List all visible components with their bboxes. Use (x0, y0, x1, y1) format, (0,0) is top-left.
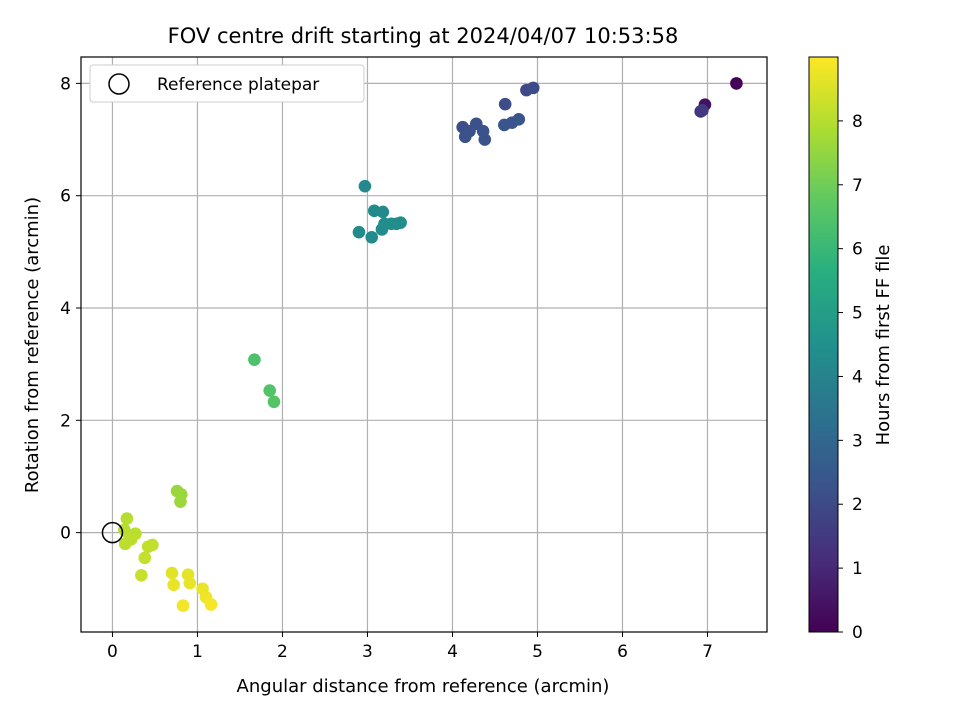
y-tick-label: 2 (60, 411, 71, 431)
data-point (167, 578, 180, 592)
colorbar-tick-label: 2 (852, 495, 863, 515)
legend-reference-marker (108, 73, 130, 95)
y-ticks: 0 2 4 6 8 (60, 74, 81, 544)
legend-box (89, 64, 365, 103)
data-point (165, 566, 179, 580)
reference-platepar-marker (101, 521, 124, 544)
y-tick-label: 6 (60, 187, 71, 207)
colorbar-tick-label: 8 (852, 112, 863, 132)
y-tick-label: 4 (60, 299, 71, 319)
data-point (138, 551, 152, 565)
data-point (498, 97, 512, 111)
colorbar-tick-label: 6 (852, 240, 863, 260)
data-point (696, 104, 709, 117)
colorbar-tick-label: 1 (852, 559, 863, 579)
data-point (183, 576, 197, 590)
legend-reference-label: Reference platepar (157, 75, 319, 95)
x-tick-label: 0 (107, 642, 118, 662)
colorbar-tick-label: 4 (852, 367, 863, 387)
data-point (248, 353, 261, 366)
colorbar-tick-label: 3 (852, 431, 863, 451)
data-point (394, 216, 407, 229)
data-point (263, 384, 277, 397)
data-point (478, 133, 492, 146)
data-point (141, 540, 155, 553)
y-axis-label: Rotation from reference (arcmin) (22, 197, 43, 493)
x-tick-label: 1 (192, 642, 203, 662)
colorbar-tick-label: 0 (852, 623, 863, 643)
data-point (526, 81, 540, 95)
colorbar-label: Hours from first FF file (873, 245, 894, 446)
x-tick-label: 5 (532, 642, 543, 662)
x-tick-label: 4 (447, 642, 458, 662)
data-point (135, 568, 148, 582)
grid-lines (81, 57, 767, 632)
y-tick-label: 0 (60, 524, 71, 544)
x-axis-label: Angular distance from reference (arcmin) (237, 676, 610, 697)
data-point (352, 225, 366, 239)
colorbar: 0 1 2 3 4 5 6 7 8 Hours from first FF file (808, 56, 894, 643)
x-tick-label: 6 (617, 642, 628, 662)
x-tick-label: 2 (277, 642, 288, 662)
data-point (204, 598, 218, 611)
data-point (512, 113, 526, 126)
data-point (358, 179, 372, 193)
chart-title: FOV centre drift starting at 2024/04/07 … (168, 24, 679, 48)
data-point (730, 77, 743, 90)
colorbar-gradient (808, 56, 839, 633)
colorbar-ticks: 0 1 2 3 4 5 6 7 8 (838, 112, 863, 643)
data-point (118, 537, 132, 551)
data-point (120, 512, 134, 525)
x-tick-label: 7 (702, 642, 713, 662)
legend: Reference platepar (89, 64, 365, 103)
data-point (174, 495, 187, 509)
colorbar-tick-label: 5 (852, 304, 863, 324)
colorbar-tick-label: 7 (852, 176, 863, 196)
data-point (176, 599, 190, 612)
data-points (101, 77, 743, 612)
x-ticks: 0 1 2 3 4 5 6 7 (107, 632, 713, 662)
data-point (376, 205, 390, 219)
data-point (365, 230, 379, 244)
data-point (458, 130, 472, 144)
data-point (267, 395, 281, 409)
x-tick-label: 3 (362, 642, 373, 662)
y-tick-label: 8 (60, 74, 71, 94)
plot-area-frame (80, 56, 768, 633)
